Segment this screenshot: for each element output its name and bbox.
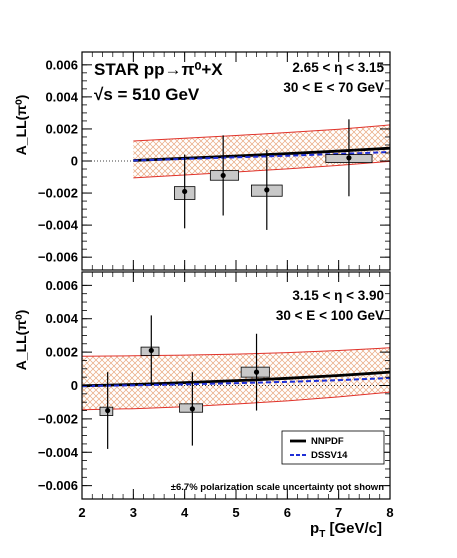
top-band-lower-edge	[133, 160, 390, 179]
legend-box	[281, 430, 385, 465]
bottom-ytick-label-2: 0.002	[45, 345, 78, 360]
top-ytick-label-1: 0.004	[45, 89, 78, 104]
x-tick-label-0: 2	[78, 505, 85, 520]
bottom-data-point-0	[105, 407, 111, 414]
legend: NNPDF DSSV14	[281, 430, 385, 465]
bottom-dssv14-curve	[82, 376, 390, 388]
top-ytick-label-3: 0	[71, 154, 78, 169]
bottom-ytick-label-5: −0.004	[38, 445, 79, 460]
bottom-eta-range: 3.15 < η < 3.90	[292, 288, 384, 303]
top-ytick-label-5: −0.004	[38, 218, 79, 233]
x-tick-label-3: 5	[232, 505, 239, 520]
top-ytick-label-2: 0.002	[45, 121, 78, 136]
x-tick-label-1: 3	[130, 505, 137, 520]
top-data-point-1	[220, 172, 226, 179]
top-data-point-2	[264, 187, 270, 193]
title-line-2: √s = 510 GeV	[94, 85, 200, 104]
bottom-band-lower-edge	[82, 391, 390, 411]
top-band-upper-edge	[133, 124, 390, 142]
footnote: ±6.7% polarization scale uncertainty not…	[171, 482, 384, 493]
bottom-ytick-label-3: 0	[71, 378, 78, 393]
bottom-data-point-2	[189, 406, 195, 412]
legend-nnpdf-label: NNPDF	[311, 436, 344, 447]
bottom-uncertainty-band	[82, 347, 390, 410]
bottom-data-point-1	[148, 347, 154, 354]
x-tick-label-5: 7	[335, 505, 342, 520]
x-tick-label-6: 8	[386, 505, 393, 520]
bottom-band-upper-edge	[82, 347, 390, 357]
top-energy-range: 30 < E < 70 GeV	[283, 80, 384, 95]
x-tick-label-2: 4	[181, 505, 189, 520]
legend-dssv14-label: DSSV14	[311, 450, 348, 461]
top-panel: 0.006 0.004 0.002 0 −0.002 −0.004 −0.006 STAR …	[13, 51, 391, 271]
bottom-ytick-label-6: −0.006	[38, 478, 78, 493]
x-tick-label-4: 6	[284, 505, 291, 520]
top-ytick-label-4: −0.002	[38, 186, 78, 201]
top-eta-range: 2.65 < η < 3.15	[292, 60, 384, 75]
top-dssv14-curve	[133, 151, 390, 162]
top-ytick-label-0: 0.006	[45, 57, 78, 72]
bottom-ytick-label-4: −0.002	[38, 411, 78, 426]
bottom-ytick-label-1: 0.004	[45, 311, 78, 326]
bottom-y-axis-label: A_LL(π⁰)	[13, 310, 29, 371]
top-data-point-3	[346, 155, 352, 161]
title-line-1: STAR pp→π⁰+X	[94, 60, 223, 79]
top-y-axis-label: A_LL(π⁰)	[13, 95, 29, 156]
bottom-data-point-3	[253, 369, 260, 375]
top-ytick-label-6: −0.006	[38, 250, 78, 265]
bottom-energy-range: 30 < E < 100 GeV	[276, 308, 384, 323]
bottom-ytick-label-0: 0.006	[45, 278, 78, 293]
top-uncertainty-band	[133, 124, 390, 178]
x-axis-label: pT [GeV/c]	[310, 520, 382, 540]
top-data-point-0	[182, 188, 188, 195]
